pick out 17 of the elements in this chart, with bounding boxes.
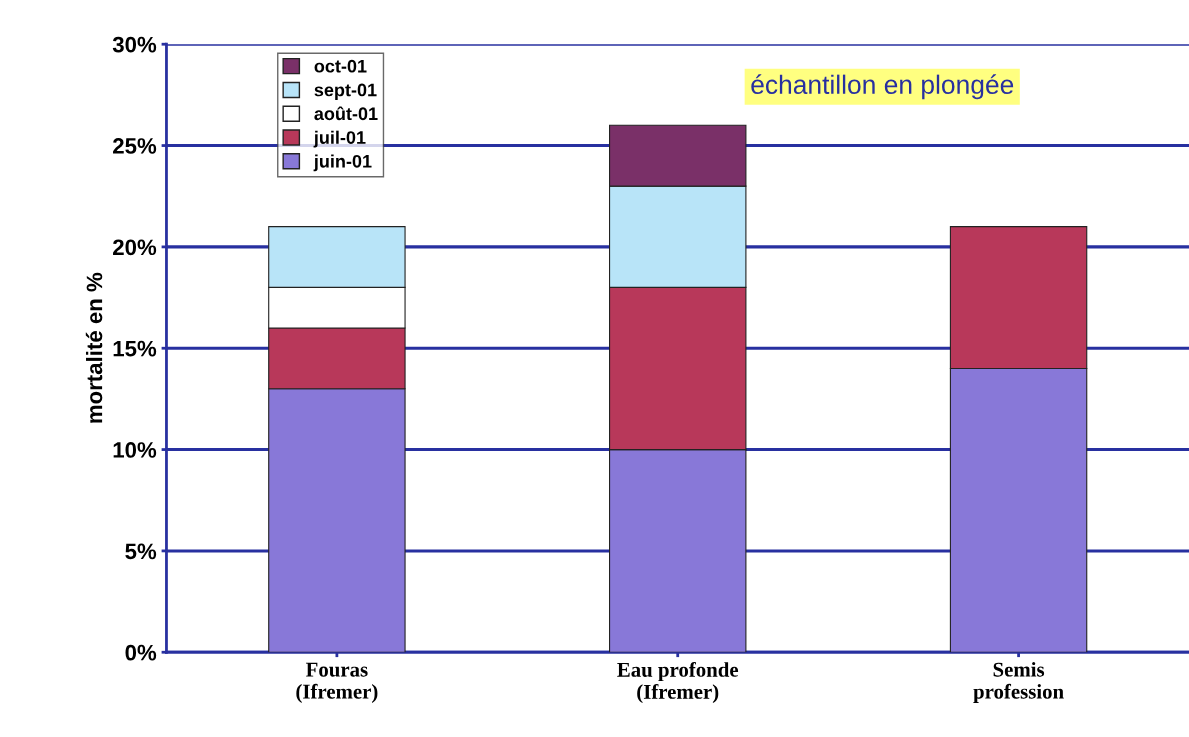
- y-tick-label: 30%: [112, 36, 157, 53]
- y-tick-label: 25%: [113, 138, 157, 154]
- y-tick-label: 20%: [113, 239, 157, 256]
- y-tick-label: 0%: [125, 644, 157, 661]
- legend-label: oct-01: [314, 59, 367, 73]
- annotation: échantillon en plongée: [751, 74, 1014, 100]
- x-tick-label: Eau profonde (Ifremer): [617, 661, 739, 704]
- y-tick-label: 10%: [113, 442, 157, 458]
- y-axis-title: mortalité en %: [85, 272, 103, 423]
- y-tick-label: 15%: [113, 340, 157, 357]
- legend-label: août-01: [314, 106, 378, 121]
- x-tick-label: Fouras (Ifremer): [296, 662, 378, 703]
- legend-label: juil-01: [313, 130, 366, 148]
- y-tick-label: 5%: [125, 543, 157, 560]
- legend-label: sept-01: [314, 83, 377, 100]
- x-tick-label: Semis profession: [973, 661, 1064, 703]
- legend-label: juin-01: [313, 154, 372, 172]
